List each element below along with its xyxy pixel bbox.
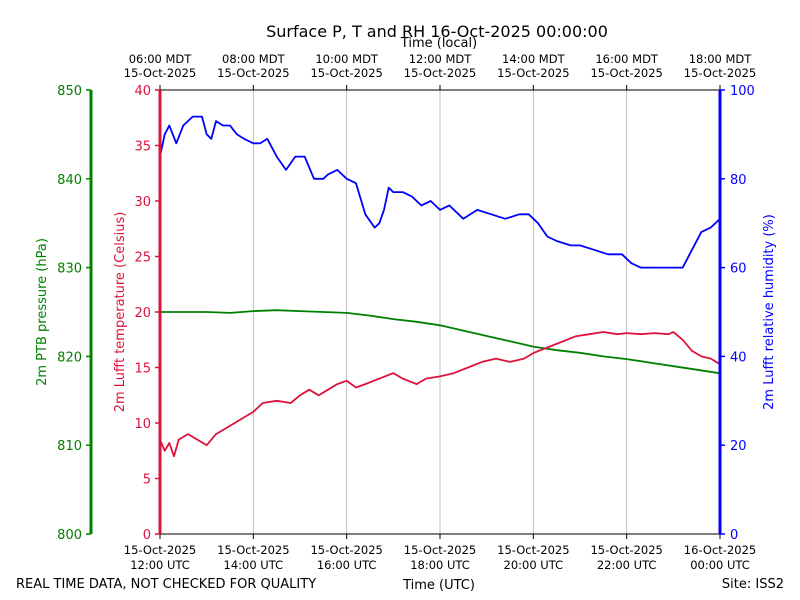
pressure-tick-label: 810 bbox=[57, 439, 82, 454]
temperature-tick-label: 0 bbox=[143, 528, 151, 543]
bottom-tick-time: 14:00 UTC bbox=[224, 558, 284, 572]
top-tick-date: 15-Oct-2025 bbox=[590, 66, 662, 80]
top-tick-date: 15-Oct-2025 bbox=[124, 66, 196, 80]
top-tick-date: 15-Oct-2025 bbox=[497, 66, 569, 80]
top-tick-date: 15-Oct-2025 bbox=[310, 66, 382, 80]
pressure-tick-label: 820 bbox=[57, 350, 82, 365]
bottom-tick-time: 18:00 UTC bbox=[410, 558, 470, 572]
bottom-tick-date: 15-Oct-2025 bbox=[497, 543, 569, 557]
chart-title: Surface P, T and RH 16-Oct-2025 00:00:00 bbox=[266, 22, 608, 41]
temperature-axis-label: 2m Lufft temperature (Celsius) bbox=[113, 212, 128, 413]
temperature-tick-label: 10 bbox=[134, 417, 151, 432]
humidity-axis-label: 2m Lufft relative humidity (%) bbox=[762, 214, 777, 410]
top-tick-time: 18:00 MDT bbox=[689, 52, 753, 66]
top-tick-time: 10:00 MDT bbox=[315, 52, 379, 66]
temperature-tick-label: 15 bbox=[134, 362, 151, 377]
top-tick-time: 06:00 MDT bbox=[129, 52, 193, 66]
temperature-tick-label: 25 bbox=[134, 251, 151, 266]
bottom-tick-time: 16:00 UTC bbox=[317, 558, 377, 572]
bottom-tick-date: 15-Oct-2025 bbox=[590, 543, 662, 557]
temperature-tick-label: 20 bbox=[134, 306, 151, 321]
pressure-tick-label: 800 bbox=[57, 528, 82, 543]
bottom-tick-date: 15-Oct-2025 bbox=[217, 543, 289, 557]
humidity-tick-label: 20 bbox=[730, 439, 747, 454]
temperature-tick-label: 40 bbox=[134, 84, 151, 99]
top-tick-date: 15-Oct-2025 bbox=[684, 66, 756, 80]
bottom-tick-date: 15-Oct-2025 bbox=[310, 543, 382, 557]
pressure-axis-label: 2m PTB pressure (hPa) bbox=[35, 238, 50, 386]
bottom-tick-time: 00:00 UTC bbox=[690, 558, 750, 572]
temperature-tick-label: 35 bbox=[134, 140, 151, 155]
temperature-tick-label: 5 bbox=[143, 473, 151, 488]
bottom-tick-time: 20:00 UTC bbox=[504, 558, 564, 572]
bottom-tick-time: 22:00 UTC bbox=[597, 558, 657, 572]
quality-notice: REAL TIME DATA, NOT CHECKED FOR QUALITY bbox=[16, 577, 316, 592]
series-group bbox=[159, 115, 721, 458]
top-tick-time: 16:00 MDT bbox=[595, 52, 659, 66]
bottom-tick-date: 15-Oct-2025 bbox=[404, 543, 476, 557]
top-tick-date: 15-Oct-2025 bbox=[217, 66, 289, 80]
humidity-tick-label: 0 bbox=[730, 528, 738, 543]
bottom-tick-date: 15-Oct-2025 bbox=[124, 543, 196, 557]
humidity-series-line bbox=[159, 115, 721, 269]
humidity-tick-label: 40 bbox=[730, 350, 747, 365]
pressure-tick-label: 830 bbox=[57, 262, 82, 277]
top-axis-label: Time (local) bbox=[400, 36, 477, 51]
bottom-tick-time: 12:00 UTC bbox=[130, 558, 190, 572]
site-label: Site: ISS2 bbox=[722, 577, 784, 592]
humidity-tick-label: 80 bbox=[730, 173, 747, 188]
pressure-tick-label: 840 bbox=[57, 173, 82, 188]
pressure-series-line bbox=[160, 309, 721, 375]
top-tick-date: 15-Oct-2025 bbox=[404, 66, 476, 80]
temperature-tick-label: 30 bbox=[134, 195, 151, 210]
top-tick-time: 12:00 MDT bbox=[409, 52, 473, 66]
bottom-tick-date: 16-Oct-2025 bbox=[684, 543, 756, 557]
pressure-tick-label: 850 bbox=[57, 84, 82, 99]
humidity-tick-label: 60 bbox=[730, 262, 747, 277]
top-tick-time: 08:00 MDT bbox=[222, 52, 286, 66]
temperature-series-line bbox=[159, 331, 721, 458]
bottom-axis-label: Time (UTC) bbox=[402, 578, 475, 593]
humidity-tick-label: 100 bbox=[730, 84, 755, 99]
top-tick-time: 14:00 MDT bbox=[502, 52, 566, 66]
